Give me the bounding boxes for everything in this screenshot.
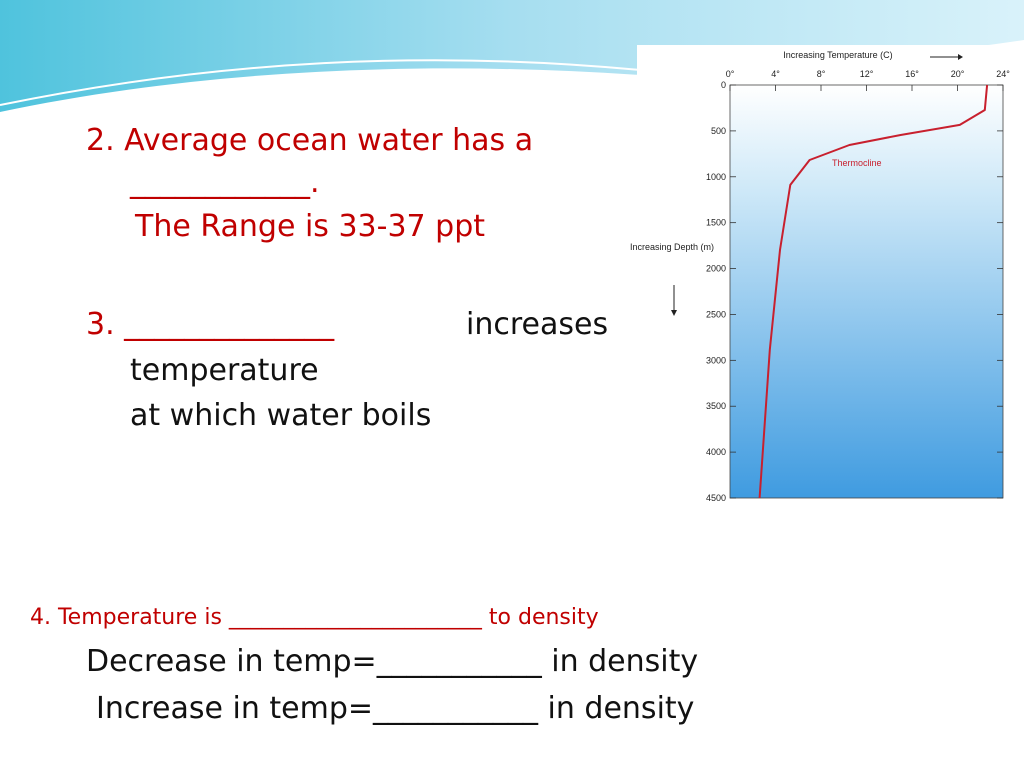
text-line: at which water boils [130, 398, 431, 433]
y-tick-label: 1000 [706, 172, 726, 182]
text-line: Increase in temp=___________ in density [96, 691, 694, 726]
y-tick-label: 4500 [706, 493, 726, 503]
y-tick-label: 2500 [706, 309, 726, 319]
arrow-head [671, 310, 677, 316]
text-line: ____________. [129, 165, 320, 200]
x-tick-label: 20° [951, 69, 965, 79]
y-tick-label: 2000 [706, 264, 726, 274]
text-line: increases [466, 307, 608, 342]
y-tick-label: 3500 [706, 401, 726, 411]
arrow-head [958, 54, 963, 60]
plot-area [729, 84, 1004, 499]
text-line: Decrease in temp=___________ in density [86, 644, 698, 679]
y-tick-label: 4000 [706, 447, 726, 457]
x-tick-label: 0° [726, 69, 735, 79]
wave-line [0, 59, 641, 106]
annotation: Thermocline [832, 158, 882, 168]
text-line: 2. Average ocean water has a [86, 123, 533, 158]
y-axis-label: Increasing Depth (m) [630, 242, 714, 252]
x-tick-label: 12° [860, 69, 874, 79]
text-line: 4. Temperature is ______________________… [30, 605, 599, 630]
x-tick-label: 16° [905, 69, 919, 79]
figure: Increasing Temperature (C) Increasing De… [630, 45, 1024, 510]
y-tick-label: 500 [711, 126, 726, 136]
y-axis-label-part: Increasing Depth (m) [630, 242, 714, 252]
data-line [758, 84, 989, 499]
y-tick-label: 3000 [706, 355, 726, 365]
y-tick-label: 0 [721, 80, 726, 90]
x-tick-label: 24° [996, 69, 1010, 79]
y-tick-label: 1500 [706, 218, 726, 228]
text-line: temperature [130, 353, 319, 388]
header-wave [0, 0, 1024, 112]
x-axis-label: Increasing Temperature (C) [783, 50, 892, 60]
text-line: 3. ______________ [86, 307, 335, 342]
text-line: The Range is 33-37 ppt [134, 209, 485, 244]
x-tick-label: 8° [817, 69, 826, 79]
x-tick-label: 4° [771, 69, 780, 79]
